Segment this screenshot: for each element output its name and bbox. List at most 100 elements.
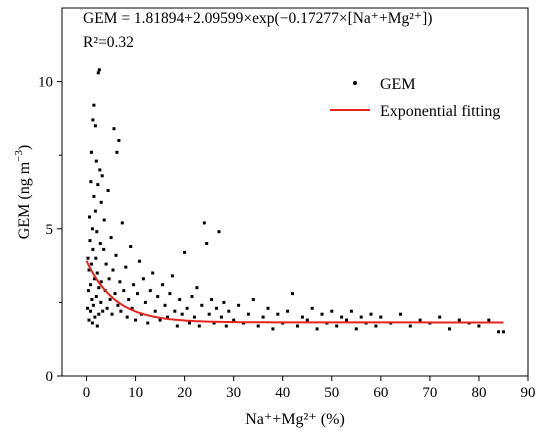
scatter-point — [88, 239, 92, 243]
scatter-point — [114, 253, 118, 257]
x-tick-label: 40 — [275, 385, 290, 401]
scatter-point — [448, 327, 451, 331]
scatter-point — [104, 262, 108, 266]
scatter-point — [97, 68, 101, 72]
scatter-point — [87, 268, 91, 272]
scatter-point — [107, 277, 111, 281]
scatter-point — [95, 324, 99, 328]
fit-equation: GEM = 1.81894+2.09599×exp(−0.17277×[Na⁺+… — [83, 10, 432, 27]
scatter-point — [93, 315, 97, 319]
x-tick-label: 0 — [83, 385, 91, 401]
scatter-point — [146, 321, 150, 325]
scatter-point — [192, 315, 196, 319]
scatter-point — [106, 189, 110, 192]
scatter-point — [94, 159, 98, 163]
scatter-point — [125, 315, 129, 319]
scatter-point — [148, 289, 152, 293]
scatter-point — [227, 309, 231, 313]
scatter-point — [212, 321, 216, 325]
scatter-point — [246, 312, 250, 316]
scatter-point — [340, 315, 344, 319]
scatter-point — [90, 298, 94, 301]
scatter-point — [96, 183, 100, 187]
x-tick-label: 70 — [422, 385, 437, 401]
scatter-point — [232, 318, 236, 322]
legend-label-fit: Exponential fitting — [380, 103, 500, 120]
legend-label-gem: GEM — [380, 76, 416, 93]
scatter-point — [217, 230, 221, 234]
scatter-point — [118, 280, 122, 284]
scatter-point — [91, 118, 95, 122]
scatter-point — [97, 312, 101, 316]
scatter-point — [502, 330, 505, 334]
scatter-point — [222, 300, 226, 304]
scatter-point — [89, 283, 92, 287]
scatter-point — [330, 309, 334, 313]
scatter-point — [88, 215, 91, 219]
scatter-point — [349, 309, 353, 313]
scatter-point — [190, 295, 194, 298]
scatter-point — [102, 247, 106, 251]
scatter-point — [271, 327, 275, 331]
scatter-point — [91, 303, 95, 307]
scatter-point — [99, 300, 103, 304]
y-axis-title: GEM (ng m−3) — [13, 145, 33, 239]
scatter-point — [87, 318, 91, 322]
scatter-point — [185, 306, 189, 310]
scatter-point — [92, 194, 96, 198]
scatter-point — [305, 318, 309, 322]
scatter-point — [113, 292, 117, 296]
scatter-point — [300, 315, 304, 319]
scatter-point — [90, 227, 94, 231]
scatter-point — [224, 324, 228, 328]
scatter-point — [379, 315, 383, 319]
scatter-point — [320, 312, 324, 316]
scatter-point — [97, 286, 101, 290]
scatter-point — [175, 324, 179, 328]
scatter-point — [96, 71, 100, 75]
scatter-point — [92, 277, 96, 281]
scatter-point — [95, 230, 99, 234]
scatter-point — [101, 309, 105, 313]
scatter-points — [86, 68, 505, 334]
scatter-point — [219, 315, 223, 319]
scatter-point — [87, 289, 90, 293]
scatter-point — [215, 306, 218, 310]
scatter-point — [266, 306, 270, 310]
scatter-point — [134, 318, 138, 322]
x-tick-label: 80 — [471, 385, 486, 401]
scatter-point — [98, 242, 102, 245]
scatter-point — [119, 309, 123, 313]
scatter-point — [129, 245, 133, 248]
scatter-point — [188, 321, 191, 325]
scatter-point — [354, 327, 358, 331]
scatter-point — [116, 303, 120, 307]
scatter-point — [310, 306, 314, 310]
scatter-point — [256, 324, 260, 328]
scatter-point — [180, 312, 184, 316]
x-tick-label: 90 — [521, 385, 536, 401]
scatter-point — [108, 298, 112, 301]
x-tick-label: 50 — [324, 385, 339, 401]
scatter-point — [168, 292, 172, 296]
scatter-point — [93, 124, 97, 128]
scatter-point — [100, 174, 104, 178]
scatter-point — [261, 315, 265, 319]
scatter-point — [374, 324, 378, 328]
scatter-point — [93, 209, 97, 213]
scatter-point — [86, 306, 89, 310]
scatter-point — [163, 303, 167, 307]
scatter-point — [94, 295, 98, 298]
scatter-point — [237, 303, 241, 307]
scatter-point — [89, 150, 93, 154]
x-tick-label: 10 — [128, 385, 143, 401]
y-tick-label: 5 — [46, 222, 54, 238]
scatter-point — [138, 259, 141, 263]
scatter-point — [89, 180, 93, 184]
r-squared: R²=0.32 — [83, 34, 134, 51]
scatter-point — [195, 286, 199, 290]
scatter-point — [99, 280, 103, 284]
scatter-point — [124, 265, 128, 269]
scatter-point — [110, 312, 114, 316]
scatter-point — [202, 221, 206, 225]
